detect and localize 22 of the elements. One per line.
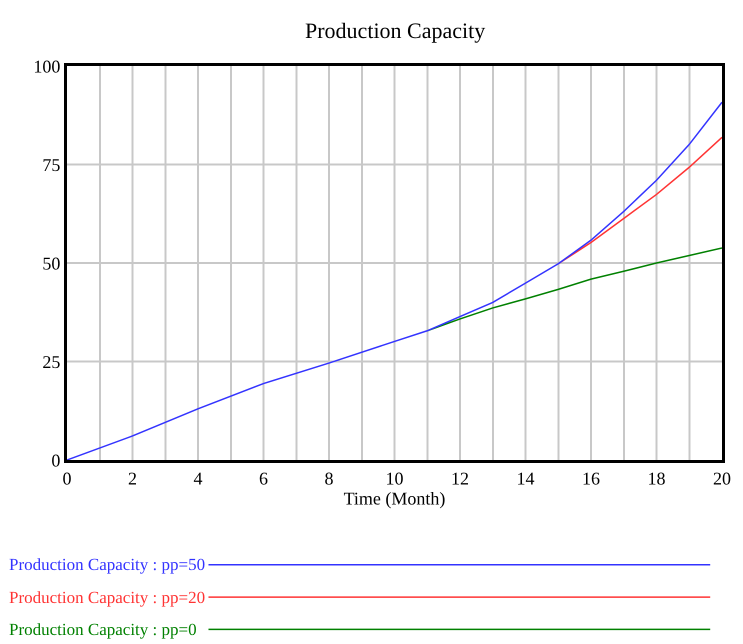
x-tick-label: 12 bbox=[451, 468, 469, 489]
x-tick-label: 6 bbox=[259, 468, 268, 489]
y-tick-label: 25 bbox=[42, 352, 60, 372]
x-axis-title: Time (Month) bbox=[344, 488, 446, 509]
y-tick-label: 75 bbox=[42, 154, 60, 175]
y-tick-label: 50 bbox=[42, 253, 60, 274]
x-tick-label: 16 bbox=[582, 468, 600, 489]
x-tick-label: 10 bbox=[386, 468, 404, 489]
text: Production Capacity : pp=0 bbox=[9, 620, 197, 639]
y-tick-label: 0 bbox=[51, 450, 60, 470]
y-tick-label: 100 bbox=[33, 56, 60, 76]
x-tick-label: 20 bbox=[713, 468, 731, 489]
text: Production Capacity : pp=20 bbox=[9, 588, 206, 607]
x-tick-label: 8 bbox=[324, 468, 334, 489]
x-tick-label: 4 bbox=[194, 468, 202, 489]
text: Production Capacity : pp=50 bbox=[9, 555, 206, 574]
line-series bbox=[426, 247, 722, 332]
x-tick-label: 2 bbox=[128, 468, 137, 489]
x-tick-label: 18 bbox=[648, 468, 666, 489]
x-tick-label: 14 bbox=[516, 468, 534, 489]
line-series bbox=[67, 102, 722, 460]
chart-title: Production Capacity bbox=[305, 18, 486, 43]
